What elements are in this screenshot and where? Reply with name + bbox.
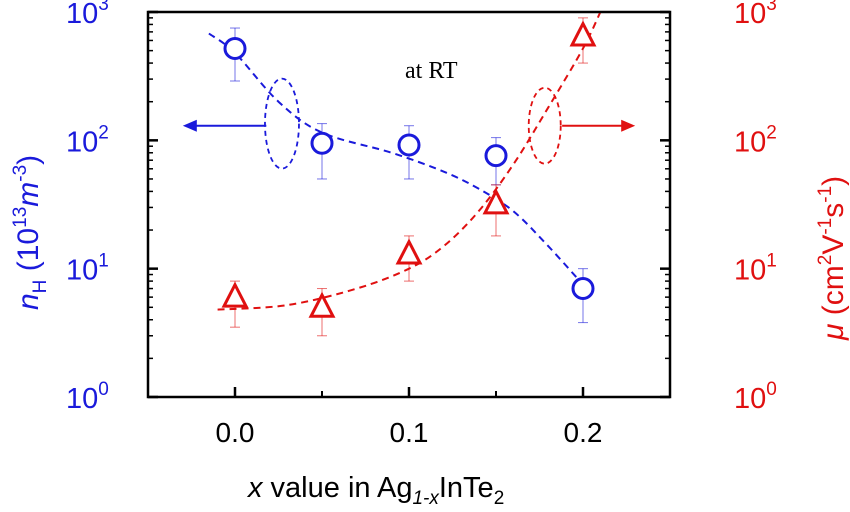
annotation-label: at RT [405,58,458,84]
data-point-circle [571,277,595,301]
y-right-tick-label: 100 [734,379,777,415]
data-point-triangle [395,238,423,265]
left-axis-arrow-head [182,119,197,132]
data-point-circle [223,36,247,60]
data-point-circle [397,133,421,157]
right-series-ellipse [527,86,562,165]
y-left-axis-label: nH (1013m-3) [10,155,51,310]
decoration-layer [182,77,636,170]
x-axis-label: x value in Ag1-xInTe2 [246,472,504,509]
x-tick-label: 0.1 [390,417,429,448]
y-left-tick-label: 102 [66,122,109,158]
data-point-triangle [569,20,597,47]
left-series-ellipse [264,77,300,170]
y-right-tick-label: 102 [734,122,777,158]
y-right-tick-label: 103 [734,0,777,30]
tick-layer: 0.0 0.1 0.2 100 101 102 103 100 101 102 103 [66,0,777,448]
y-left-tick-label: 100 [66,379,109,415]
y-right-tick-label: 101 [734,251,777,287]
data-point-circle [484,144,508,168]
y-left-tick-label: 101 [66,251,109,287]
y-left-tick-label: 103 [66,0,109,30]
x-tick-label: 0.2 [564,417,603,448]
marker-layer [221,20,597,318]
data-point-triangle [482,188,510,215]
fit-layer [208,11,602,311]
left-fit-curve [208,32,584,286]
y-right-axis-label: μ (cm2V-1s-1) [815,176,850,341]
x-tick-label: 0.0 [216,417,255,448]
right-fit-curve [217,11,602,311]
data-point-triangle [308,291,336,318]
right-axis-arrow-head [621,119,636,132]
data-point-circle [310,131,334,155]
data-point-triangle [221,281,249,308]
